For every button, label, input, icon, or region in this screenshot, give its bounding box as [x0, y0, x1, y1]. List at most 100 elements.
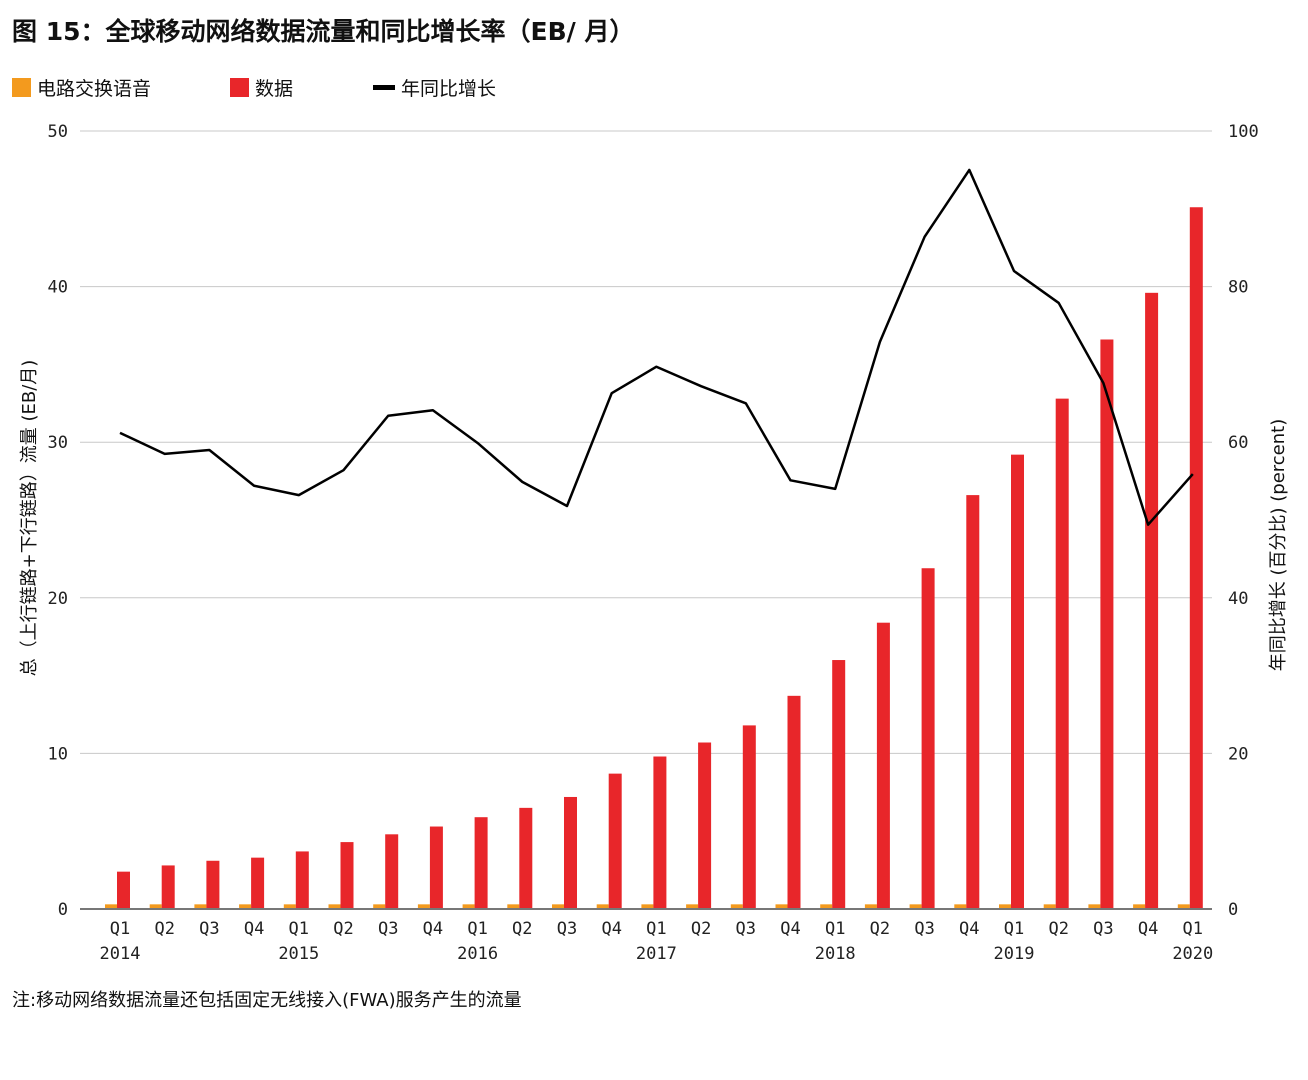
legend-label-growth: 年同比增长: [401, 78, 497, 100]
x-tick-label: Q4: [601, 919, 621, 939]
x-tick-label: Q4: [1138, 919, 1158, 939]
x-tick-label: Q2: [154, 919, 174, 939]
y-axis-label: 总（上行链路+下行链路）流量 (EB/月): [19, 360, 40, 677]
x-year-label: 2018: [815, 944, 856, 964]
legend-swatch-growth: [373, 85, 395, 90]
y2-axis-label: 年同比增长 (百分比) (percent): [1268, 419, 1289, 671]
bar-voice: [820, 904, 833, 909]
bar-voice: [507, 904, 520, 909]
x-tick-label: Q3: [736, 919, 756, 939]
bar-data: [921, 568, 935, 909]
x-tick-label: Q4: [780, 919, 800, 939]
bar-data: [966, 495, 980, 909]
bar-data: [385, 834, 399, 909]
bar-voice: [552, 904, 564, 909]
bar-voice: [686, 904, 699, 909]
legend-item-data: 数据: [230, 74, 293, 101]
bar-voice: [462, 904, 475, 909]
y-tick-label: 20: [48, 589, 68, 609]
x-tick-label: Q2: [1048, 919, 1068, 939]
bar-voice: [864, 904, 877, 909]
x-tick-label: Q1: [289, 919, 309, 939]
x-year-label: 2017: [636, 944, 677, 964]
legend-swatch-voice: [12, 78, 31, 97]
bar-voice: [954, 904, 967, 909]
x-tick-label: Q1: [646, 919, 666, 939]
x-tick-label: Q1: [110, 919, 130, 939]
bar-voice: [641, 904, 654, 909]
bar-data: [117, 871, 130, 909]
x-tick-label: Q4: [423, 919, 443, 939]
x-tick-label: Q3: [378, 919, 398, 939]
x-tick-label: Q3: [557, 919, 577, 939]
x-tick-label: Q1: [825, 919, 845, 939]
y-tick-label: 10: [48, 744, 68, 764]
bar-data: [1100, 339, 1114, 909]
bar-data: [206, 860, 220, 909]
x-tick-label: Q2: [333, 919, 353, 939]
x-tick-label: Q2: [691, 919, 711, 939]
x-tick-label: Q3: [199, 919, 219, 939]
bar-voice: [730, 904, 743, 909]
x-tick-label: Q4: [244, 919, 264, 939]
chart-title: 图 15：全球移动网络数据流量和同比增长率（EB/ 月）: [12, 17, 635, 46]
bar-data: [161, 865, 175, 909]
footnote: 注:移动网络数据流量还包括固定无线接入(FWA)服务产生的流量: [12, 990, 522, 1011]
bar-voice: [999, 904, 1011, 909]
y-tick-label: 0: [58, 900, 68, 920]
x-year-label: 2019: [994, 944, 1035, 964]
bar-data: [1055, 398, 1069, 909]
legend-item-voice: 电路交换语音: [12, 74, 151, 101]
x-year-label: 2014: [100, 944, 141, 964]
bar-data: [1189, 207, 1203, 909]
y2-tick-label: 80: [1228, 278, 1248, 298]
bar-voice: [373, 904, 386, 909]
bar-voice: [417, 904, 430, 909]
x-tick-label: Q1: [1183, 919, 1203, 939]
x-tick-label: Q2: [512, 919, 532, 939]
bar-data: [1145, 292, 1159, 910]
bar-voice: [283, 904, 296, 909]
x-tick-label: Q1: [467, 919, 487, 939]
y-tick-label: 40: [48, 278, 68, 298]
legend-item-growth: 年同比增长: [373, 74, 496, 101]
bar-voice: [105, 904, 117, 909]
bar-voice: [194, 904, 207, 909]
bar-data: [787, 695, 801, 909]
bar-voice: [149, 904, 162, 909]
bar-data: [564, 796, 577, 909]
bar-data: [519, 807, 533, 909]
bar-voice: [1088, 904, 1101, 909]
y2-tick-label: 60: [1228, 433, 1248, 453]
x-tick-label: Q2: [870, 919, 890, 939]
bar-data: [653, 756, 667, 909]
x-tick-label: Q1: [1004, 919, 1024, 939]
bar-voice: [239, 904, 252, 909]
bar-voice: [775, 904, 788, 909]
legend-label-voice: 电路交换语音: [37, 78, 152, 100]
x-year-label: 2016: [457, 944, 498, 964]
y2-tick-label: 40: [1228, 589, 1248, 609]
bar-data: [698, 742, 712, 909]
bar-data: [832, 660, 846, 909]
y2-tick-label: 20: [1228, 744, 1248, 764]
bar-data: [876, 622, 890, 909]
bar-data: [295, 851, 309, 909]
x-year-label: 2015: [278, 944, 319, 964]
bar-voice: [596, 904, 609, 909]
y-tick-label: 50: [48, 122, 68, 142]
legend-label-data: 数据: [255, 78, 294, 100]
bar-voice: [1133, 904, 1146, 909]
bar-data: [474, 817, 488, 909]
bar-voice: [909, 904, 922, 909]
bar-data: [429, 826, 443, 909]
bar-data: [742, 725, 756, 909]
x-year-label: 2020: [1172, 944, 1213, 964]
bar-voice: [1043, 904, 1056, 909]
growth-line: [119, 168, 1194, 526]
x-tick-label: Q3: [1093, 919, 1113, 939]
bar-data: [340, 842, 354, 909]
y2-tick-label: 100: [1228, 122, 1259, 142]
x-tick-label: Q4: [959, 919, 979, 939]
